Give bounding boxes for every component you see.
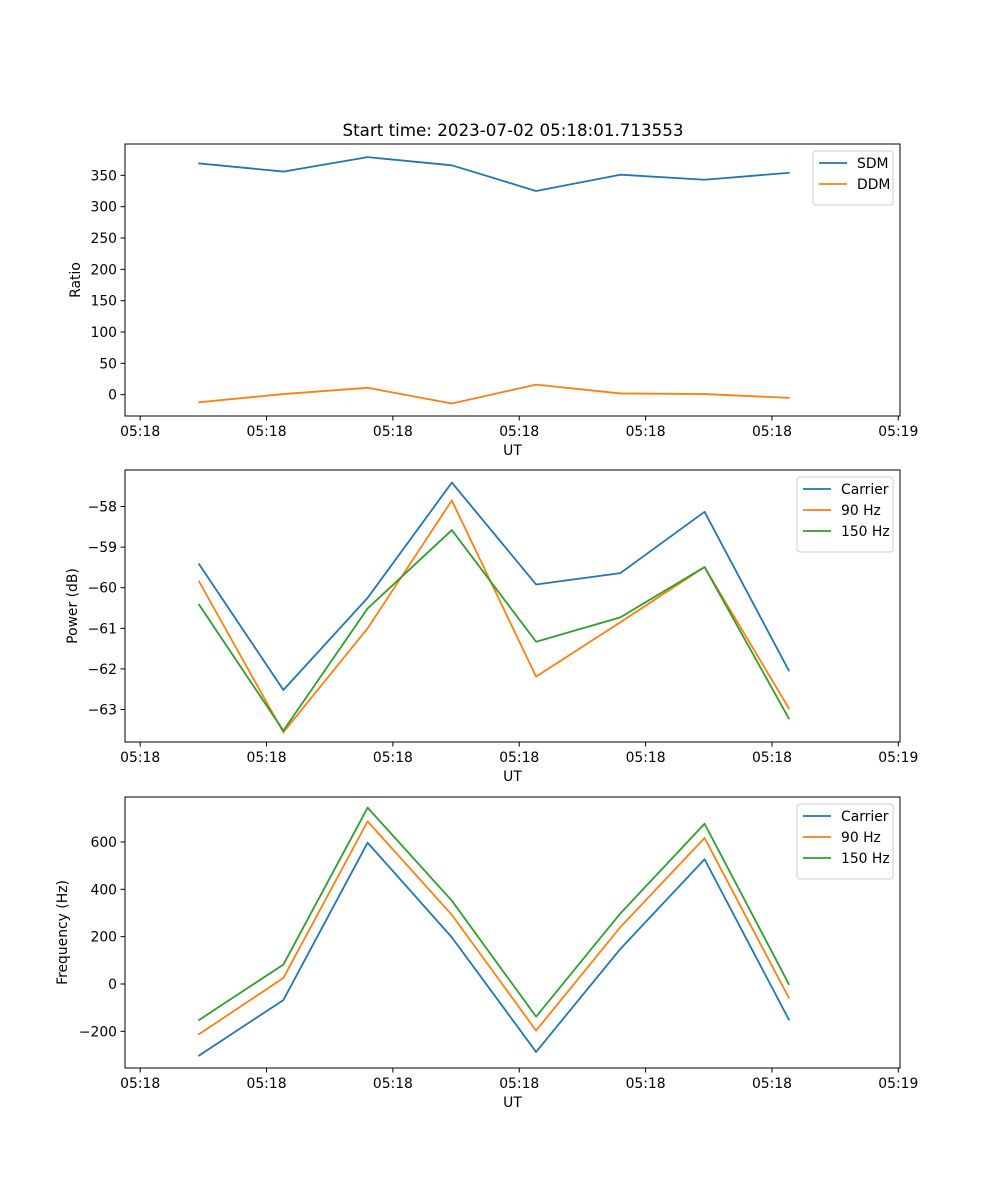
- legend: Carrier 90 Hz 150 Hz: [796, 803, 894, 880]
- y-tick-label: −63: [88, 703, 117, 719]
- series-line-carrier: [197, 841, 791, 1057]
- y-tick-label: −60: [88, 581, 117, 597]
- x-tick-label: 05:18: [752, 1076, 792, 1092]
- x-tick-label: 05:18: [247, 1076, 287, 1092]
- y-tick-label: 250: [90, 231, 117, 247]
- y-tick-label: 600: [90, 835, 117, 851]
- x-tick-label: 05:18: [373, 1076, 413, 1092]
- y-tick-label: 300: [90, 200, 117, 216]
- subplots: 05:18 05:18 05:18 05:18 05:18 05:18 05:19 0 50 10…: [55, 143, 918, 1111]
- legend-label: 90 Hz: [841, 503, 881, 519]
- legend-box: [796, 803, 894, 880]
- x-tick-label: 05:18: [752, 424, 792, 440]
- x-tick-label: 05:18: [247, 750, 287, 766]
- legend-label: Carrier: [841, 809, 889, 825]
- subplot-3: 05:18 05:18 05:18 05:18 05:18 05:18 05:19 −200 0…: [55, 796, 918, 1111]
- y-tick-label: 400: [90, 882, 117, 898]
- x-tick-label: 05:18: [247, 424, 287, 440]
- y-tick-label: 200: [90, 262, 117, 278]
- y-tick-label: −58: [88, 500, 117, 516]
- series-line-ddm: [198, 383, 790, 405]
- legend-box: [812, 150, 894, 206]
- legend-label: Carrier: [841, 482, 889, 498]
- x-tick-label: 05:18: [499, 424, 539, 440]
- y-tick-label: 200: [90, 930, 117, 946]
- x-tick-label: 05:18: [120, 750, 160, 766]
- x-tick-label: 05:18: [499, 1076, 539, 1092]
- legend-label: SDM: [857, 156, 889, 172]
- y-tick-label: 350: [90, 168, 117, 184]
- series-line-150-hz: [197, 806, 791, 1022]
- subplot-2: 05:18 05:18 05:18 05:18 05:18 05:18 05:19 −63 −6…: [65, 469, 918, 785]
- series-line-150-hz: [197, 529, 791, 732]
- x-tick-label: 05:19: [878, 424, 918, 440]
- x-tick-label: 05:19: [878, 1076, 918, 1092]
- x-axis-label: UT: [503, 443, 522, 459]
- legend-label: 150 Hz: [841, 851, 890, 867]
- x-tick-label: 05:18: [626, 750, 666, 766]
- y-axis-label: Ratio: [68, 262, 84, 298]
- x-tick-label: 05:18: [120, 424, 160, 440]
- x-tick-label: 05:18: [626, 1076, 666, 1092]
- y-tick-label: 150: [90, 294, 117, 310]
- legend-box: [796, 476, 894, 553]
- series-line-carrier: [197, 481, 791, 691]
- legend-label: DDM: [857, 177, 890, 193]
- axes-frame: [124, 469, 901, 743]
- x-tick-label: 05:19: [878, 750, 918, 766]
- subplot-1: 05:18 05:18 05:18 05:18 05:18 05:18 05:19 0 50 10…: [68, 143, 918, 459]
- x-tick-label: 05:18: [752, 750, 792, 766]
- x-tick-label: 05:18: [499, 750, 539, 766]
- x-tick-label: 05:18: [373, 750, 413, 766]
- y-tick-label: 100: [90, 325, 117, 341]
- legend-label: 90 Hz: [841, 830, 881, 846]
- legend: SDM DDM: [812, 150, 894, 206]
- y-tick-label: −61: [88, 621, 117, 637]
- legend: Carrier 90 Hz 150 Hz: [796, 476, 894, 553]
- legend-label: 150 Hz: [841, 524, 890, 540]
- figure-title: Start time: 2023-07-02 05:18:01.713553: [343, 120, 684, 140]
- axes-frame: [124, 796, 901, 1069]
- y-tick-label: −59: [88, 540, 117, 556]
- x-tick-label: 05:18: [373, 424, 413, 440]
- x-axis-label: UT: [503, 1095, 522, 1111]
- y-tick-label: −62: [88, 662, 117, 678]
- x-tick-label: 05:18: [120, 1076, 160, 1092]
- y-tick-label: 50: [99, 356, 117, 372]
- y-axis-label: Power (dB): [65, 568, 81, 644]
- y-tick-label: 0: [108, 388, 117, 404]
- y-axis-label: Frequency (Hz): [55, 880, 71, 985]
- y-tick-label: 0: [108, 977, 117, 993]
- axes-frame: [124, 143, 901, 417]
- x-axis-label: UT: [503, 769, 522, 785]
- series-line-90-hz: [197, 820, 791, 1036]
- series-line-sdm: [198, 156, 790, 192]
- x-tick-label: 05:18: [626, 424, 666, 440]
- y-tick-label: −200: [79, 1024, 117, 1040]
